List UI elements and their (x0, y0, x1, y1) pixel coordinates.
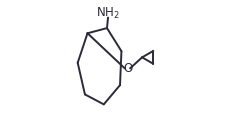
Text: NH$_2$: NH$_2$ (96, 6, 119, 21)
Text: O: O (123, 62, 132, 75)
